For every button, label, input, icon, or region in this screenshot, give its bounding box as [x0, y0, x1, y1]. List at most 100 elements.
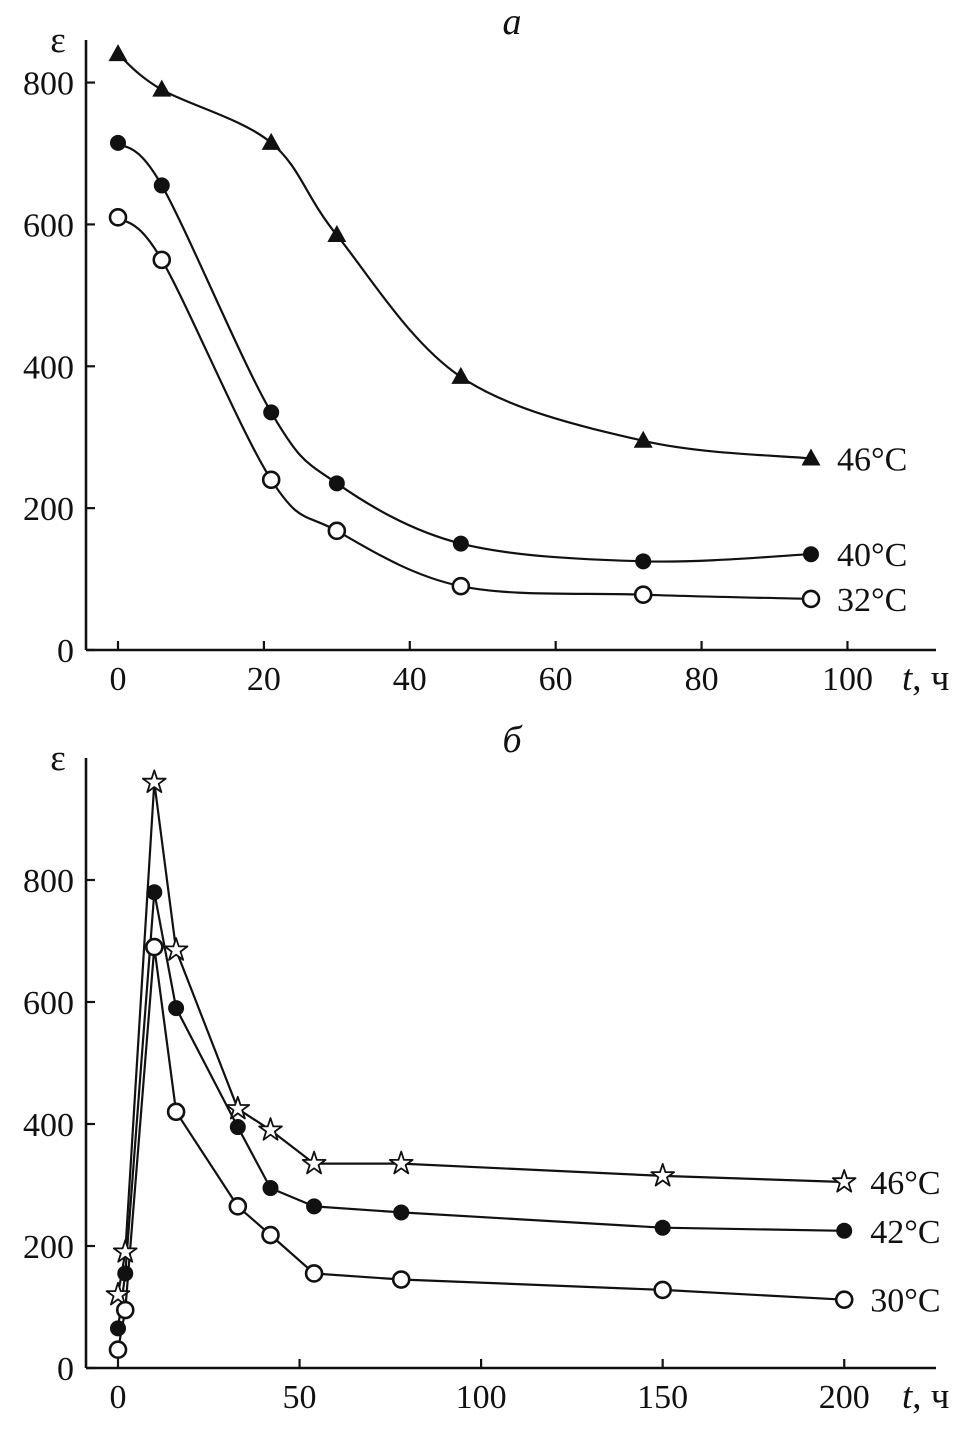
filled-circle-marker	[328, 475, 345, 492]
filled-circle-marker	[452, 535, 469, 552]
triangle-marker	[633, 430, 653, 448]
open-star-marker	[258, 1117, 283, 1141]
open-star-marker	[112, 1239, 138, 1263]
y-tick-label: 200	[23, 1229, 74, 1266]
series-lines	[117, 53, 812, 600]
open-star-marker	[831, 1169, 857, 1193]
open-circle-marker	[653, 1280, 672, 1300]
open-circle-marker	[391, 1270, 411, 1289]
x-tick-label: 0	[110, 661, 127, 698]
open-star-marker	[650, 1163, 675, 1187]
series-labels: 46°C 42°C 30°C	[870, 1165, 940, 1320]
open-circle-marker	[304, 1264, 324, 1283]
triangle-marker	[261, 132, 281, 150]
x-tick-label: 100	[456, 1379, 507, 1416]
series-lines	[116, 781, 845, 1350]
filled-circle-marker	[117, 1265, 134, 1282]
y-tick-label: 200	[23, 491, 74, 528]
filled-circle-marker	[146, 884, 163, 901]
y-tick-label: 800	[23, 863, 74, 900]
open-circle-marker	[261, 1225, 280, 1245]
axes: 0 50 100 150 200 0 200 400 600 800	[23, 758, 936, 1416]
panel-label: б	[502, 719, 523, 761]
x-tick-label: 0	[110, 1379, 127, 1416]
series-label: 42°C	[870, 1214, 940, 1251]
triangle-marker	[152, 79, 172, 97]
triangle-marker	[451, 366, 471, 384]
triangle-marker	[801, 448, 821, 466]
y-tick-label: 400	[23, 349, 74, 386]
open-star-marker	[142, 769, 167, 793]
filled-circle-marker	[635, 553, 652, 570]
series-line	[117, 53, 812, 460]
y-tick-label: 0	[57, 633, 74, 670]
filled-circle-marker	[168, 1000, 185, 1017]
x-tick-label: 60	[539, 661, 573, 698]
series-line	[116, 891, 845, 1329]
filled-circle-marker	[306, 1198, 323, 1215]
open-star-marker	[301, 1150, 327, 1175]
open-circle-marker	[801, 589, 821, 609]
series-labels: 46°C 40°C 32°C	[837, 441, 907, 618]
series-markers	[108, 44, 821, 609]
x-tick-label: 20	[247, 661, 281, 698]
series-line	[117, 141, 812, 563]
open-star-marker	[225, 1095, 251, 1120]
series-label: 40°C	[837, 537, 907, 574]
series-line	[116, 946, 845, 1350]
y-tick-label: 0	[57, 1351, 74, 1388]
x-tick-label: 100	[822, 661, 873, 698]
filled-circle-marker	[262, 1180, 279, 1197]
x-axis-label: t, ч	[902, 658, 949, 699]
axes: 0 20 40 60 80 100 0 200 400 600 800	[23, 40, 936, 698]
filled-circle-marker	[654, 1219, 671, 1236]
panel-label: a	[503, 1, 522, 43]
series-markers	[105, 769, 857, 1360]
open-circle-marker	[108, 1340, 128, 1360]
series-label: 46°C	[837, 441, 907, 478]
series-line	[116, 781, 845, 1295]
open-star-marker	[388, 1150, 414, 1175]
x-axis-label: t, ч	[902, 1376, 949, 1417]
filled-circle-marker	[836, 1222, 853, 1239]
filled-circle-marker	[110, 1320, 126, 1337]
x-tick-label: 150	[637, 1379, 688, 1416]
open-circle-marker	[166, 1102, 186, 1122]
filled-circle-marker	[229, 1119, 246, 1136]
open-circle-marker	[145, 937, 164, 957]
x-tick-label: 200	[819, 1379, 870, 1416]
filled-circle-marker	[110, 134, 126, 151]
filled-circle-marker	[393, 1204, 410, 1221]
chart-panel-a: 0 20 40 60 80 100 0 200 400 600 800 ε a t, ч 46°C 40°C 3…	[23, 1, 949, 699]
x-tick-label: 80	[685, 661, 719, 698]
open-circle-marker	[451, 576, 471, 596]
x-tick-label: 40	[393, 661, 427, 698]
triangle-marker	[108, 44, 128, 62]
x-tick-label: 50	[283, 1379, 317, 1416]
y-axis-label: ε	[50, 20, 66, 61]
series-label: 32°C	[837, 582, 907, 619]
open-star-marker	[163, 937, 189, 961]
y-axis-label: ε	[50, 738, 66, 779]
y-tick-label: 800	[23, 66, 74, 103]
triangle-marker	[327, 225, 347, 243]
filled-circle-marker	[263, 404, 280, 421]
y-tick-label: 600	[23, 985, 74, 1022]
series-label: 30°C	[870, 1283, 940, 1320]
series-label: 46°C	[870, 1165, 940, 1202]
filled-circle-marker	[802, 546, 819, 563]
open-circle-marker	[327, 521, 347, 541]
open-circle-marker	[152, 250, 172, 270]
open-circle-marker	[834, 1290, 854, 1309]
y-tick-label: 600	[23, 207, 74, 244]
chart-panel-b: 0 50 100 150 200 0 200 400 600 800 ε б t, ч 46°C 42°C 3…	[23, 719, 949, 1417]
y-tick-label: 400	[23, 1107, 74, 1144]
open-circle-marker	[261, 470, 281, 490]
filled-circle-marker	[153, 177, 170, 194]
open-circle-marker	[228, 1197, 248, 1216]
open-circle-marker	[108, 208, 128, 227]
open-star-marker	[105, 1281, 131, 1306]
open-circle-marker	[115, 1300, 135, 1320]
open-circle-marker	[633, 585, 653, 604]
